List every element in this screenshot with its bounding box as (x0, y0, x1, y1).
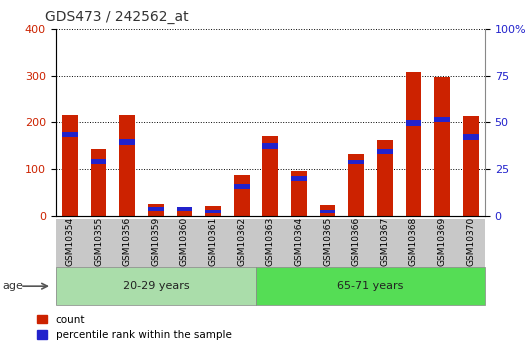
Bar (320, 205, 335, 216)
Bar (377, 140, 393, 216)
Bar (234, 184, 250, 189)
Bar (205, 206, 221, 216)
Bar (320, 209, 335, 213)
Bar (348, 154, 364, 216)
Bar (234, 175, 250, 216)
Bar (176, 207, 192, 211)
Bar (405, 72, 421, 216)
Bar (262, 136, 278, 216)
Bar (262, 144, 278, 149)
Bar (205, 209, 221, 213)
Bar (377, 149, 393, 154)
Text: 65-71 years: 65-71 years (337, 282, 404, 291)
Bar (405, 120, 421, 126)
Bar (463, 116, 479, 216)
Bar (291, 171, 307, 216)
Bar (434, 117, 450, 122)
Bar (148, 204, 164, 216)
Bar (62, 132, 78, 137)
Bar (434, 77, 450, 216)
Bar (348, 160, 364, 164)
Bar (176, 208, 192, 216)
Text: GDS473 / 242562_at: GDS473 / 242562_at (45, 10, 189, 24)
Bar (148, 207, 164, 211)
Legend: count, percentile rank within the sample: count, percentile rank within the sample (37, 315, 232, 340)
Bar (291, 176, 307, 181)
Text: 20-29 years: 20-29 years (122, 282, 189, 291)
Bar (91, 159, 107, 164)
Bar (62, 116, 78, 216)
Bar (119, 116, 135, 216)
Bar (463, 134, 479, 140)
Text: age: age (3, 282, 23, 291)
Bar (119, 139, 135, 145)
Bar (91, 149, 107, 216)
